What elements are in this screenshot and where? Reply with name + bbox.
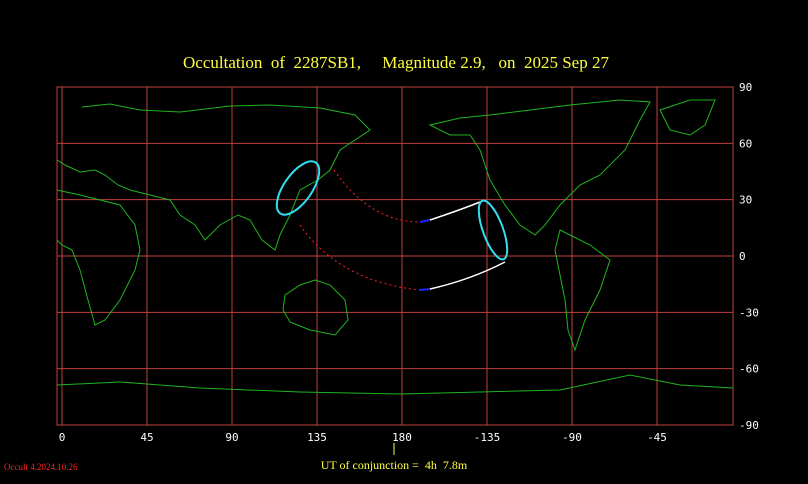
x-tick-label: 0: [59, 431, 66, 444]
y-tick-label: 60: [739, 137, 752, 150]
x-tick-label: -90: [562, 431, 582, 444]
coastlines: [56, 99, 734, 395]
x-tick-label: -135: [474, 431, 501, 444]
x-tick-label: 135: [307, 431, 327, 444]
y-tick-label: -60: [739, 363, 759, 376]
x-tick-label: 45: [140, 431, 153, 444]
version: Occult 4.2024.10.26: [4, 462, 78, 472]
y-tick-label: 90: [739, 81, 752, 94]
x-tick-label: -45: [647, 431, 667, 444]
x-tick-label: 180: [392, 431, 412, 444]
grid: 0 45 90 135 180 -135 -90 -45 90 60 30 0 -30 -60 -90: [56, 81, 759, 444]
y-tick-label: 0: [739, 250, 746, 263]
y-tick-label: -90: [739, 419, 759, 432]
x-tick-label: 90: [225, 431, 238, 444]
shadow-path: [275, 160, 509, 291]
y-tick-label: 30: [739, 194, 752, 207]
title: Occultation of 2287SB1, Magnitude 2.9, o…: [183, 53, 609, 72]
ut-label: UT of conjunction = 4h 7.8m: [321, 458, 468, 472]
y-tick-label: -30: [739, 306, 759, 319]
